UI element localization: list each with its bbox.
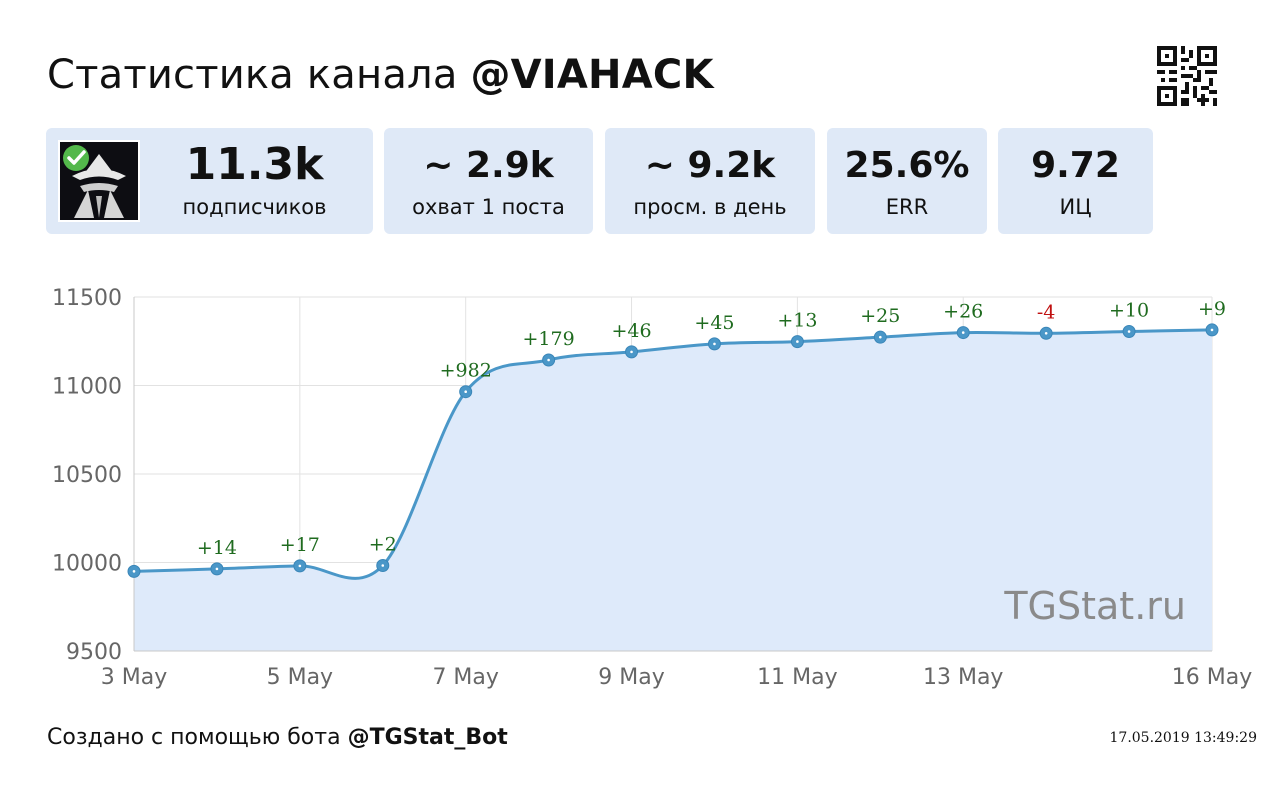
- data-point-center: [879, 335, 882, 339]
- subscribers-chart: +14 +17 +2 +982 +179 +46 +45 +13 +25 +26 -4 +10 +9 95…: [52, 286, 1252, 690]
- data-point-center: [464, 390, 467, 393]
- x-tick-label: 13 May: [923, 665, 1003, 690]
- stat-label: подписчиков: [182, 195, 327, 219]
- delta-label: +45: [694, 312, 734, 334]
- data-point-center: [298, 564, 302, 568]
- channel-avatar-icon: [58, 140, 140, 222]
- x-tick-label: 3 May: [101, 665, 167, 690]
- delta-label: +17: [280, 534, 320, 556]
- x-tick-label: 11 May: [757, 665, 837, 690]
- stat-card-citation-index: 9.72 ИЦ: [998, 128, 1153, 234]
- stat-card-err: 25.6% ERR: [827, 128, 987, 234]
- data-point-center: [381, 564, 385, 567]
- data-point-center: [1127, 330, 1131, 333]
- delta-label: +179: [523, 328, 575, 350]
- stat-label: охват 1 поста: [412, 195, 565, 219]
- delta-label: +9: [1198, 298, 1226, 320]
- qr-code-icon: [1157, 46, 1217, 106]
- watermark: TGStat.ru: [1003, 584, 1186, 628]
- delta-label: +26: [943, 301, 983, 323]
- stat-value: 11.3k: [185, 139, 324, 190]
- data-point-center: [630, 350, 633, 354]
- data-point-center: [132, 570, 136, 573]
- data-point-center: [1210, 328, 1214, 332]
- stat-value: ~ 9.2k: [644, 145, 776, 186]
- data-point-center: [215, 567, 219, 571]
- data-point-center: [961, 331, 965, 334]
- data-point-center: [547, 358, 550, 362]
- delta-label: -4: [1037, 301, 1056, 323]
- x-tick-label: 7 May: [432, 665, 498, 690]
- delta-label: +14: [197, 537, 237, 559]
- stat-card-reach: ~ 2.9k охват 1 поста: [384, 128, 593, 234]
- verified-check-icon: [63, 145, 89, 171]
- data-point-center: [713, 342, 716, 346]
- footer-timestamp: 17.05.2019 13:49:29: [1109, 730, 1258, 746]
- x-tick-label: 16 May: [1172, 665, 1252, 690]
- y-tick-label: 10500: [52, 463, 122, 488]
- delta-label: +25: [860, 305, 900, 327]
- page-title: Статистика канала @VIAHACK: [47, 50, 714, 100]
- footer-credit: Создано с помощью бота @TGStat_Bot: [47, 724, 508, 752]
- y-tick-label: 11000: [52, 375, 122, 400]
- stat-card-daily-views: ~ 9.2k просм. в день: [605, 128, 815, 234]
- y-tick-label: 11500: [52, 286, 122, 311]
- stat-value: 9.72: [1031, 145, 1120, 186]
- stat-value: 25.6%: [844, 145, 970, 186]
- y-tick-label: 9500: [66, 640, 122, 665]
- area-fill: [134, 329, 1212, 651]
- delta-label: +2: [369, 534, 397, 556]
- footer-bot-link[interactable]: @TGStat_Bot: [347, 725, 508, 750]
- delta-label: +10: [1109, 300, 1149, 322]
- stat-label: просм. в день: [633, 195, 787, 219]
- data-point-center: [1044, 331, 1048, 335]
- title-prefix: Статистика канала: [47, 52, 471, 98]
- data-point-center: [796, 340, 799, 343]
- y-tick-label: 10000: [52, 552, 122, 577]
- channel-handle: @VIAHACK: [470, 52, 714, 98]
- stat-value: ~ 2.9k: [423, 145, 554, 186]
- delta-label: +46: [611, 320, 651, 342]
- x-tick-label: 5 May: [267, 665, 333, 690]
- delta-label: +13: [777, 310, 817, 332]
- series-line: [133, 328, 1213, 580]
- footer-prefix: Создано с помощью бота: [47, 725, 348, 750]
- delta-label: +982: [440, 360, 492, 382]
- x-tick-label: 9 May: [598, 665, 664, 690]
- stat-label: ИЦ: [1059, 195, 1092, 219]
- stat-label: ERR: [885, 195, 929, 219]
